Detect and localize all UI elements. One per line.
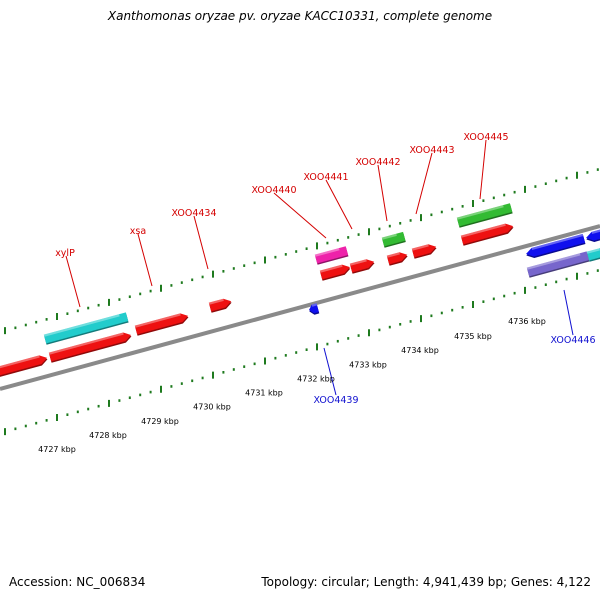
axis-label: 4735 kbp <box>454 332 492 341</box>
gene-label-xsa: xsa <box>130 226 146 237</box>
topology-text: Topology: circular; Length: 4,941,439 bp… <box>261 575 591 589</box>
leader-line-xylP <box>65 255 81 308</box>
reverse-feature-1 <box>526 251 590 278</box>
forward-cds-1 <box>0 355 48 378</box>
leader-line-XOO4446 <box>563 289 574 336</box>
axis-label: 4734 kbp <box>401 346 439 355</box>
label-leader-lines <box>65 139 574 396</box>
gene-label-XOO4434: XOO4434 <box>171 208 216 219</box>
axis-labels: 4727 kbp 4728 kbp 4729 kbp 4730 kbp 4731 kbp… <box>38 317 546 454</box>
gene-label-XOO4441: XOO4441 <box>303 172 348 183</box>
axis-label: 4728 kbp <box>89 431 127 440</box>
gene-labels: xylP xsa XOO4434 XOO4440 XOO4441 XOO4442 XOO44… <box>55 132 595 406</box>
axis-label: 4729 kbp <box>141 417 179 426</box>
XOO4445-feature <box>456 203 513 228</box>
leader-line-XOO4439 <box>323 347 337 396</box>
XOO4439-cds <box>309 303 320 315</box>
leader-line-XOO4445 <box>479 139 487 200</box>
genome-backbone <box>0 224 600 391</box>
leader-line-XOO4440 <box>273 192 327 239</box>
axis-label: 4733 kbp <box>349 360 387 369</box>
xylP-feature <box>43 312 129 345</box>
XOO4442-feature <box>381 231 406 248</box>
forward-cds-9 <box>460 223 514 246</box>
leader-line-xsa <box>137 233 153 287</box>
leader-line-XOO4434 <box>193 215 209 270</box>
axis-label: 4731 kbp <box>245 389 283 398</box>
axis-label: 4732 kbp <box>297 374 335 383</box>
genome-title: Xanthomonas oryzae pv. oryzae KACC10331,… <box>107 9 493 23</box>
forward-cds-5 <box>319 264 351 281</box>
accession-text: Accession: NC_006834 <box>9 575 146 589</box>
axis-label: 4730 kbp <box>193 403 231 412</box>
gene-label-XOO4446: XOO4446 <box>550 335 595 346</box>
gene-label-XOO4445: XOO4445 <box>463 132 508 143</box>
reverse-feature-2 <box>586 246 600 262</box>
forward-cds-6 <box>349 259 375 274</box>
leader-line-XOO4443 <box>415 152 433 215</box>
gene-label-XOO4439: XOO4439 <box>313 395 358 406</box>
leader-line-XOO4441 <box>325 179 353 230</box>
forward-cds-7 <box>386 252 408 266</box>
gene-label-XOO4443: XOO4443 <box>409 145 454 156</box>
gene-label-XOO4442: XOO4442 <box>355 157 400 168</box>
forward-cds-2 <box>48 332 132 363</box>
gene-label-xylP: xylP <box>55 248 75 259</box>
scale-ticks <box>4 168 599 436</box>
forward-cds-4 <box>208 298 232 313</box>
gene-features <box>0 203 600 378</box>
forward-cds-8 <box>411 244 437 259</box>
leader-line-XOO4442 <box>377 164 388 222</box>
axis-label: 4727 kbp <box>38 445 76 454</box>
reverse-cds-2 <box>586 228 600 242</box>
XOO4440-feature <box>314 246 349 265</box>
axis-label: 4736 kbp <box>508 317 546 326</box>
gene-label-XOO4440: XOO4440 <box>251 185 296 196</box>
forward-cds-3 <box>134 313 189 336</box>
reverse-cds-1 <box>526 233 586 258</box>
